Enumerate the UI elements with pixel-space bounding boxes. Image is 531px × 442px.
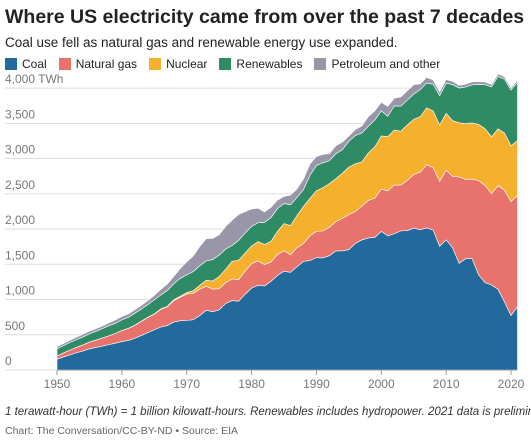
y-tick-label: 3,500 [5,107,35,121]
x-tick-label: 1980 [238,377,265,391]
y-tick-label: 4,000 TWh [5,72,63,86]
chart: 0 500 1,000 1,500 2,000 2,500 3,000 3,500 4,000 … [5,72,525,391]
source: Chart: The Conversation/CC-BY-ND • Sourc… [5,425,239,437]
legend-item: Coal [5,57,47,71]
x-tick-label: 2020 [498,377,525,391]
legend-label: Nuclear [166,57,208,71]
x-tick-label: 2010 [433,377,460,391]
chart-subtitle: Coal use fell as natural gas and renewab… [5,35,398,50]
x-tick-label: 1970 [173,377,200,391]
x-tick-label: 1990 [303,377,330,391]
legend-swatch [58,58,71,70]
legend-swatch [5,58,17,70]
note: 1 terawatt-hour (TWh) = 1 billion kilowa… [5,406,531,418]
chart-title: Where US electricity came from over the … [5,6,525,28]
legend-label: Coal [22,57,47,71]
legend-swatch [219,58,232,70]
y-tick-label: 1,000 [5,284,35,298]
y-tick-label: 2,500 [5,178,35,192]
legend-swatch [149,58,162,70]
area [56,73,518,350]
y-tick-label: 3,000 [5,143,35,157]
legend-item: Renewables [219,57,302,71]
y-tick-label: 0 [5,354,12,368]
legend-label: Natural gas [75,57,138,71]
x-tick-label: 1950 [44,377,71,391]
legend-item: Nuclear [149,57,207,71]
legend-label: Petroleum and other [331,57,441,71]
y-tick-label: 500 [5,319,25,333]
legend: Coal Natural gas Nuclear Renewables Petroleu… [5,57,440,71]
legend-label: Renewables [236,57,303,71]
y-tick-label: 1,500 [5,248,35,262]
legend-item: Natural gas [58,57,138,71]
y-tick-label: 2,000 [5,213,35,227]
legend-swatch [314,58,327,70]
x-tick-label: 2000 [368,377,395,391]
x-tick-label: 1960 [109,377,136,391]
legend-item: Petroleum and other [314,57,440,71]
